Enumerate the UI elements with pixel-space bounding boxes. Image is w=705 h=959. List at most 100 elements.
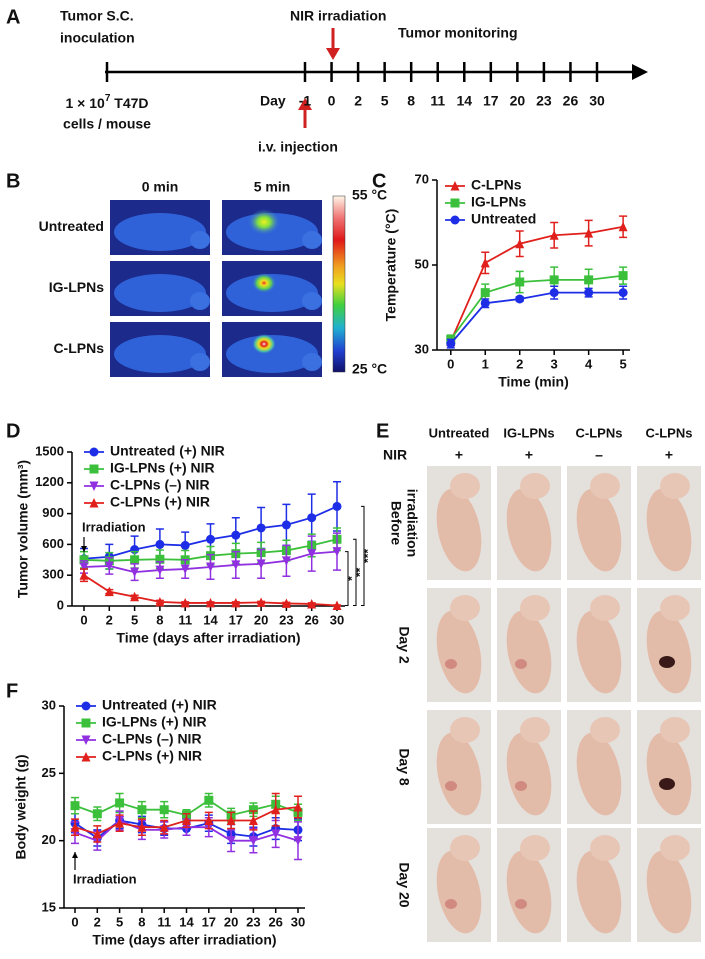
marker	[281, 598, 291, 608]
mouse-head	[590, 835, 620, 861]
mouse	[576, 850, 622, 934]
panel-label: B	[6, 170, 20, 192]
x-tick-label: 17	[229, 612, 243, 627]
legend-label: IG-LPNs (+) NIR	[110, 460, 215, 476]
injection-arrowhead	[298, 98, 312, 110]
x-tick-label: 30	[330, 612, 344, 627]
row-label: irradiation	[404, 489, 420, 557]
significance-bracket	[361, 505, 365, 606]
marker	[155, 596, 165, 607]
marker	[549, 288, 559, 298]
mouse-head	[520, 595, 550, 621]
marker	[92, 828, 102, 839]
y-tick-label: 1500	[35, 443, 64, 458]
tumor	[445, 781, 457, 791]
marker	[180, 564, 190, 574]
marker	[549, 275, 559, 285]
x-axis-label: Time (days after irradiation)	[116, 630, 300, 646]
marker	[248, 815, 258, 825]
mouse-head	[520, 717, 550, 743]
marker	[332, 600, 342, 610]
row-label: IG-LPNs	[49, 279, 104, 295]
marker	[248, 805, 258, 815]
color-bar-min: 25 °C	[352, 361, 387, 377]
marker	[159, 822, 169, 832]
panel-label: E	[376, 420, 389, 442]
mouse-body	[226, 335, 318, 373]
hot-spot	[252, 273, 276, 293]
y-axis-label: Tumor volume (mm³)	[15, 460, 31, 598]
mouse	[436, 488, 482, 572]
y-axis-label: Temperature (°C)	[383, 209, 399, 322]
marker	[130, 555, 140, 565]
day-tick-label: 14	[456, 93, 472, 109]
marker	[92, 809, 102, 819]
y-tick-label: 0	[57, 597, 64, 612]
mouse-body	[226, 274, 318, 312]
mouse-head	[520, 473, 550, 499]
mouse-head	[520, 835, 550, 861]
hot-spot	[252, 334, 276, 354]
marker	[549, 230, 559, 240]
marker	[618, 271, 628, 281]
day-tick-label: 5	[381, 93, 389, 109]
mouse	[576, 488, 622, 572]
annotation: Irradiation	[82, 519, 146, 534]
x-tick-label: 26	[268, 914, 282, 929]
marker	[79, 562, 89, 572]
marker	[206, 597, 215, 608]
day-tick-label: 20	[510, 93, 526, 109]
irradiation-arrowhead	[326, 48, 340, 60]
mouse-head	[590, 717, 620, 743]
marker	[450, 215, 460, 225]
marker	[155, 554, 165, 564]
marker	[256, 559, 266, 569]
marker	[226, 815, 236, 825]
marker	[450, 181, 460, 191]
marker	[155, 565, 165, 576]
x-tick-label: 11	[157, 914, 171, 929]
x-axis-label: Time (days after irradiation)	[92, 932, 276, 948]
marker	[206, 562, 215, 572]
irradiation-label: NIR irradiation	[290, 8, 386, 24]
color-bar	[332, 195, 346, 373]
x-tick-label: 17	[202, 914, 216, 929]
legend-label: C-LPNs	[471, 177, 522, 193]
mouse	[646, 732, 692, 816]
day-tick-label: 17	[483, 93, 499, 109]
panel-label: C	[372, 170, 386, 192]
y-axis-label: Body weight (g)	[13, 755, 29, 860]
marker	[81, 735, 91, 745]
marker	[584, 228, 594, 238]
x-tick-label: 0	[447, 356, 454, 371]
column-label: 0 min	[142, 179, 179, 195]
significance-label: **	[353, 567, 367, 577]
nir-sign: +	[455, 447, 463, 463]
mouse-head	[302, 231, 322, 249]
marker	[130, 591, 140, 602]
marker	[256, 523, 266, 533]
x-tick-label: 20	[254, 612, 268, 627]
tumor	[515, 899, 527, 909]
x-tick-label: 8	[138, 914, 145, 929]
marker	[137, 822, 147, 832]
day-label: Day	[260, 93, 286, 109]
marker	[248, 836, 258, 846]
y-tick-label: 30	[42, 697, 56, 712]
scar	[659, 778, 675, 790]
x-tick-label: 2	[106, 612, 113, 627]
panel-label: F	[6, 680, 18, 702]
x-tick-label: 2	[516, 356, 523, 371]
significance-bracket	[353, 538, 357, 606]
day-tick-label: 23	[536, 93, 552, 109]
mouse	[646, 488, 692, 572]
x-tick-label: 26	[304, 612, 318, 627]
nir-sign: –	[595, 447, 603, 463]
tumor	[515, 781, 527, 791]
dose-base: 1 × 10	[65, 95, 105, 111]
mouse	[506, 610, 552, 694]
mouse-head	[302, 353, 322, 371]
mouse	[576, 610, 622, 694]
x-tick-label: 4	[585, 356, 593, 371]
